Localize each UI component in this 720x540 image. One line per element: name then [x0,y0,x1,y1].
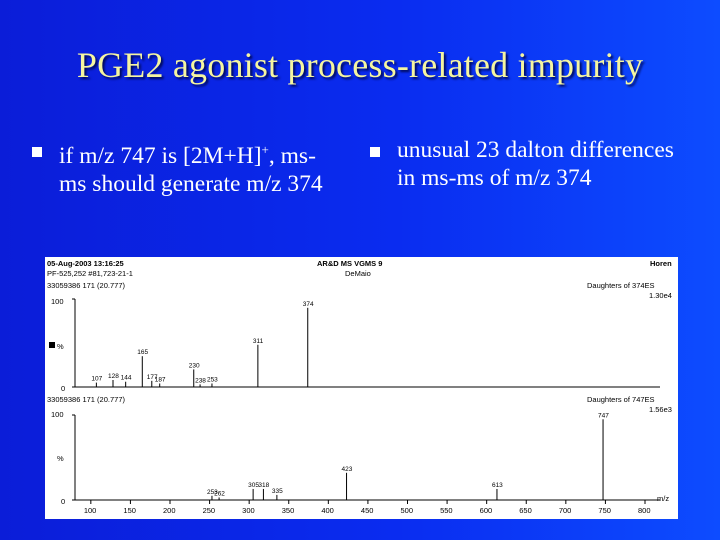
x-axis-label: m/z [657,494,669,503]
x-tick-label: 600 [480,506,493,515]
x-tick-label: 150 [123,506,136,515]
slide-title: PGE2 agonist process-related impurity [76,45,644,85]
peak-label: 253 [207,376,218,383]
peak-label: 335 [272,488,283,495]
bottom-y-0: 0 [61,497,65,506]
peak-label: 128 [108,373,119,380]
peak-label: 238 [195,377,206,384]
peak-label: 374 [303,301,314,308]
bullet-left-text: if m/z 747 is [2M+H]+, ms-ms should gene… [59,136,332,198]
x-tick-label: 250 [203,506,216,515]
x-tick-label: 300 [242,506,255,515]
mass-spectrum-svg: 05-Aug-2003 13:16:25 PF-525,252 #81,723-… [47,259,672,515]
bottom-right-label-2: 1.56e3 [649,405,672,414]
header-left-1: 05-Aug-2003 13:16:25 [47,259,124,268]
header-right: Horen [650,259,672,268]
peak-label: 423 [342,466,353,473]
bullet-right: unusual 23 dalton differences in ms-ms o… [370,136,690,192]
small-bullet-icon [49,342,55,348]
peak-label: 318 [258,482,269,489]
top-scan-label: 33059386 171 (20.777) [47,281,125,290]
top-y-100: 100 [51,297,64,306]
x-tick-label: 650 [519,506,532,515]
peak-label: 613 [492,482,503,489]
top-right-label-2: 1.30e4 [649,291,672,300]
bullet-left-pre: if m/z 747 is [2M+H] [59,142,262,169]
bottom-y-pct: % [57,454,64,463]
x-tick-label: 700 [559,506,572,515]
top-right-label-1: Daughters of 374ES [587,281,655,290]
peak-label: 107 [91,376,102,383]
peak-label: 747 [598,412,609,419]
peak-label: 177 [147,374,158,381]
bottom-right-label-1: Daughters of 747ES [587,395,655,404]
x-tick-label: 750 [598,506,611,515]
bullet-square-icon [370,147,380,157]
bullet-square-icon [32,147,42,157]
bullet-left-post: , ms-ms should generate m/z 374 [59,142,323,197]
x-tick-label: 800 [638,506,651,515]
x-tick-label: 400 [321,506,334,515]
peak-label: 187 [155,376,166,383]
x-tick-label: 550 [440,506,453,515]
bottom-y-100: 100 [51,410,64,419]
peak-label: 262 [214,490,225,497]
x-tick-label: 500 [401,506,414,515]
x-tick-label: 350 [282,506,295,515]
x-tick-label: 100 [84,506,97,515]
x-tick-label: 450 [361,506,374,515]
header-left-2: PF-525,252 #81,723-21-1 [47,269,133,278]
peak-label: 230 [189,362,200,369]
bullet-right-text: unusual 23 dalton differences in ms-ms o… [397,137,674,191]
peak-label: 165 [137,349,148,356]
mass-spectrum-image: 05-Aug-2003 13:16:25 PF-525,252 #81,723-… [45,257,678,519]
peak-label: 253 [207,489,218,496]
peak-label: 144 [121,375,132,382]
bottom-scan-label: 33059386 171 (20.777) [47,395,125,404]
peak-label: 305 [248,482,259,489]
bullet-left-sup: + [261,142,269,157]
header-center-1: AR&D MS VGMS 9 [317,259,382,268]
peak-label: 311 [253,338,264,345]
top-y-pct: % [57,342,64,351]
x-tick-label: 200 [163,506,176,515]
bullet-left: if m/z 747 is [2M+H]+, ms-ms should gene… [32,136,332,198]
top-y-0: 0 [61,384,65,393]
header-center-2: DeMaio [345,269,371,278]
